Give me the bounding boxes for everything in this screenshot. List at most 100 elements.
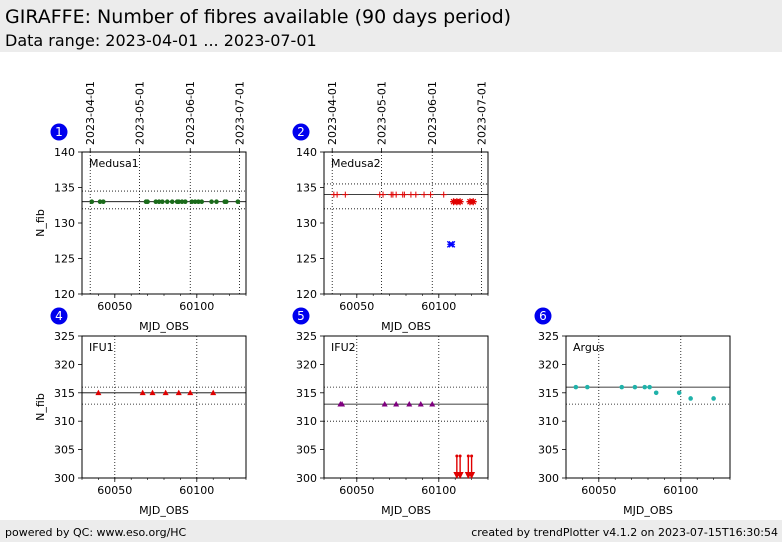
data-point (619, 384, 625, 390)
y-tick-label: 305 (296, 444, 317, 457)
data-point (676, 390, 682, 396)
data-point (183, 199, 188, 204)
x-axis-label: MJD_OBS (381, 504, 431, 517)
panel-badge-number: 1 (55, 125, 63, 139)
data-point (642, 384, 648, 390)
data-point (711, 396, 716, 401)
data-point (164, 199, 170, 204)
y-tick-label: 325 (296, 330, 317, 343)
panel-1: 1 120 125 130 135 140 60050 60100 2023-04-01 2023… (34, 81, 247, 333)
data-point (175, 389, 182, 396)
panel-label: Medusa2 (331, 157, 381, 170)
x-axis-label: MJD_OBS (381, 320, 431, 333)
data-point (187, 389, 194, 396)
panel-badge-number: 5 (297, 309, 305, 323)
panel-badge (292, 307, 310, 325)
y-tick-label: 315 (296, 387, 317, 400)
date-tick-label: 2023-04-01 (326, 81, 339, 145)
y-tick-label: 310 (296, 415, 317, 428)
data-point (647, 384, 652, 390)
panel-label: Medusa1 (89, 157, 139, 170)
date-tick-label: 2023-04-01 (84, 81, 97, 145)
y-tick-label: 140 (54, 146, 75, 159)
data-point (89, 199, 95, 204)
arrow-cap (455, 454, 459, 458)
date-tick-label: 2023-07-01 (233, 81, 246, 145)
panel-label: IFU1 (89, 341, 114, 354)
y-tick-label: 135 (296, 182, 317, 195)
date-tick-label: 2023-05-01 (133, 81, 146, 145)
date-tick-label: 2023-05-01 (375, 81, 388, 145)
arrow-cap (458, 454, 462, 458)
y-tick-label: 135 (54, 182, 75, 195)
footer-created: created by trendPlotter v4.1.2 on 2023-0… (471, 526, 778, 539)
x-axis-label: MJD_OBS (139, 504, 189, 517)
data-point (573, 384, 579, 390)
panel-badge-number: 2 (297, 125, 305, 139)
data-point (456, 472, 464, 479)
data-point (192, 199, 198, 204)
data-point (469, 198, 477, 206)
data-point (97, 199, 103, 204)
y-axis-label: N_fib (34, 209, 47, 237)
data-point (160, 199, 165, 204)
y-tick-label: 120 (296, 288, 317, 301)
data-point (440, 191, 447, 198)
axes-frame (323, 151, 489, 295)
y-tick-label: 305 (54, 444, 75, 457)
data-point (429, 400, 436, 407)
axes-frame (81, 335, 247, 479)
y-axis-label: N_fib (34, 393, 47, 421)
y-tick-label: 125 (296, 253, 317, 266)
data-point (427, 191, 434, 198)
data-point (176, 199, 182, 204)
panel-badge-number: 6 (539, 309, 547, 323)
arrow-cap (470, 454, 474, 458)
data-point (179, 199, 185, 204)
data-point (162, 389, 169, 396)
axes-frame (565, 335, 731, 479)
y-tick-label: 125 (54, 253, 75, 266)
data-point (339, 400, 346, 407)
data-point (95, 389, 102, 396)
data-point (456, 198, 464, 206)
x-tick-label: 60100 (421, 484, 456, 497)
panel-label: IFU2 (331, 341, 356, 354)
x-axis-label: MJD_OBS (139, 320, 189, 333)
data-point (169, 199, 175, 204)
x-tick-label: 60100 (421, 300, 456, 313)
data-point (401, 191, 408, 198)
y-tick-label: 325 (54, 330, 75, 343)
footer-bar: powered by QC: www.eso.org/HC created by… (0, 520, 782, 542)
y-tick-label: 320 (538, 358, 559, 371)
date-tick-label: 2023-06-01 (426, 81, 439, 145)
page-title: GIRAFFE: Number of fibres available (90 … (5, 6, 512, 28)
panel-badge (534, 307, 552, 325)
x-tick-label: 60050 (339, 484, 374, 497)
y-tick-label: 315 (538, 387, 559, 400)
data-point (145, 199, 150, 204)
data-point (406, 400, 413, 407)
x-axis-label: MJD_OBS (623, 504, 673, 517)
data-point (393, 400, 400, 407)
y-tick-label: 120 (54, 288, 75, 301)
panel-badge (50, 123, 68, 141)
data-point (381, 400, 388, 407)
axes-frame (323, 335, 489, 479)
data-point (196, 199, 201, 204)
y-tick-label: 310 (538, 415, 559, 428)
x-tick-label: 60100 (179, 484, 214, 497)
y-tick-label: 315 (54, 387, 75, 400)
panel-label: Argus (573, 341, 605, 354)
data-point (421, 191, 428, 198)
y-tick-label: 320 (54, 358, 75, 371)
x-tick-label: 60050 (339, 300, 374, 313)
arrow-cap (466, 454, 470, 458)
data-point (448, 240, 456, 248)
data-point (214, 199, 219, 204)
panel-badge (50, 307, 68, 325)
y-tick-label: 300 (54, 472, 75, 485)
data-point (393, 191, 400, 198)
y-tick-label: 300 (538, 472, 559, 485)
